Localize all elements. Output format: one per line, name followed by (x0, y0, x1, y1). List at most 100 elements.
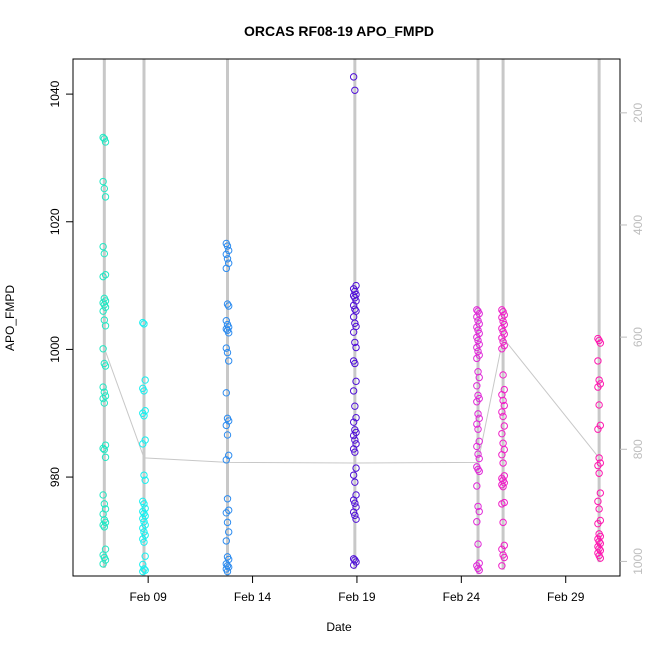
data-point (100, 523, 109, 531)
data-point (101, 556, 110, 564)
data-point (101, 453, 110, 461)
data-point (100, 249, 109, 258)
data-point (498, 408, 506, 416)
data-point (596, 459, 605, 467)
data-point (349, 508, 358, 516)
pressure-line (103, 336, 600, 464)
data-point (473, 420, 481, 428)
data-point (351, 556, 359, 564)
data-point (349, 387, 358, 395)
data-point (139, 440, 147, 448)
data-point (224, 528, 233, 536)
data-point (498, 429, 506, 438)
data-point (596, 339, 605, 347)
axes: Feb 09 Feb 14 Feb 19 Feb 24 Feb 29 980 1000 102… (48, 80, 645, 604)
chart-title: ORCAS RF08-19 APO_FMPD (244, 23, 434, 39)
y2-tick-label: 800 (631, 439, 645, 459)
data-point (222, 344, 230, 352)
data-point (595, 505, 603, 513)
data-point (141, 436, 149, 444)
data-point (223, 495, 232, 503)
data-point (349, 431, 358, 440)
y-tick-label: 1040 (48, 80, 62, 107)
data-point (500, 401, 508, 410)
data-point (474, 450, 482, 458)
data-point (475, 454, 483, 463)
data-point (595, 376, 603, 384)
data-point (594, 357, 602, 365)
data-point (473, 306, 481, 314)
data-point (223, 242, 232, 250)
data-point (595, 454, 603, 462)
data-point (596, 554, 605, 562)
data-point (595, 537, 603, 546)
data-point (141, 376, 149, 384)
data-point (99, 560, 107, 568)
data-point (99, 383, 107, 391)
data-point (594, 425, 602, 433)
data-point (99, 242, 107, 251)
data-point (351, 86, 359, 94)
data-point (351, 294, 359, 302)
data-point (474, 336, 482, 345)
data-point (222, 509, 230, 517)
data-point (99, 345, 107, 353)
data-point (500, 330, 508, 338)
data-point (594, 383, 602, 391)
y-tick-label: 1000 (48, 336, 62, 363)
data-point (139, 507, 147, 516)
x-tick-label: Feb 29 (547, 590, 585, 604)
data-point (351, 499, 359, 507)
data-point (473, 354, 481, 363)
data-point (498, 451, 506, 459)
data-point (224, 246, 233, 255)
data-point (222, 264, 230, 273)
data-point (99, 307, 107, 315)
data-point (498, 562, 506, 570)
data-point (101, 193, 110, 201)
data-point (99, 133, 107, 142)
y-axis-label: APO_FMPD (3, 285, 17, 351)
data-point (596, 532, 605, 541)
x-tick-label: Feb 14 (234, 590, 272, 604)
data-point (224, 302, 233, 310)
data-point (223, 518, 232, 527)
data-point (139, 535, 147, 543)
data-point (473, 442, 481, 451)
data-point (351, 436, 359, 444)
data-point (224, 417, 233, 425)
data-point (596, 489, 605, 497)
data-point (473, 343, 481, 352)
data-point (351, 478, 359, 486)
data-point (349, 418, 358, 426)
data-point (224, 329, 233, 337)
data-point (473, 313, 481, 321)
data-point (351, 402, 359, 410)
data-point (140, 471, 148, 479)
data-point (475, 373, 483, 382)
data-point (352, 414, 360, 422)
data-point (500, 320, 508, 329)
data-point (498, 481, 506, 489)
data-point (499, 317, 507, 326)
data-point (99, 521, 107, 529)
data-point (475, 507, 483, 516)
data-point (499, 518, 507, 527)
data-point (594, 334, 602, 343)
data-point (222, 421, 230, 430)
data-point (139, 524, 147, 532)
data-point (349, 328, 358, 336)
data-point (500, 422, 508, 430)
data-point (140, 412, 148, 420)
data-point (99, 491, 107, 499)
data-point (100, 445, 109, 454)
data-point (139, 318, 147, 327)
data-point (352, 515, 360, 523)
data-point (100, 135, 109, 143)
data-point (141, 476, 149, 484)
data-point (499, 371, 507, 379)
data-point (474, 410, 482, 418)
data-point (223, 300, 232, 308)
data-point (351, 359, 359, 368)
data-point (222, 537, 230, 545)
